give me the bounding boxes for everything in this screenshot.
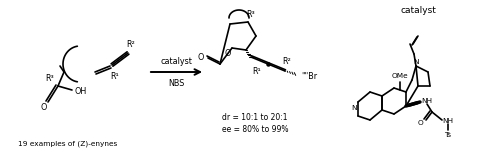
Text: O: O xyxy=(418,120,424,126)
Text: OH: OH xyxy=(75,87,87,97)
Text: R³: R³ xyxy=(246,10,256,18)
Text: catalyst: catalyst xyxy=(160,57,192,65)
Text: NH: NH xyxy=(422,98,432,104)
Text: R¹: R¹ xyxy=(252,67,262,75)
Text: R³: R³ xyxy=(46,73,54,83)
Text: Ts: Ts xyxy=(444,132,452,138)
Text: N: N xyxy=(413,59,418,65)
Text: catalyst: catalyst xyxy=(400,6,436,14)
Text: O: O xyxy=(225,49,231,57)
Text: R²: R² xyxy=(126,39,136,49)
Text: OMe: OMe xyxy=(392,73,408,79)
Text: dr = 10:1 to 20:1: dr = 10:1 to 20:1 xyxy=(222,113,288,122)
Text: O: O xyxy=(41,103,47,111)
Text: R²: R² xyxy=(282,57,292,65)
Text: N: N xyxy=(351,105,357,111)
Text: NBS: NBS xyxy=(168,79,184,87)
Text: ee = 80% to 99%: ee = 80% to 99% xyxy=(222,124,288,134)
Text: R¹: R¹ xyxy=(110,71,120,81)
Text: O: O xyxy=(198,53,204,61)
Text: 19 examples of (Z)-enynes: 19 examples of (Z)-enynes xyxy=(18,141,117,147)
Text: ""Br: ""Br xyxy=(301,71,317,81)
Text: NH: NH xyxy=(442,118,454,124)
